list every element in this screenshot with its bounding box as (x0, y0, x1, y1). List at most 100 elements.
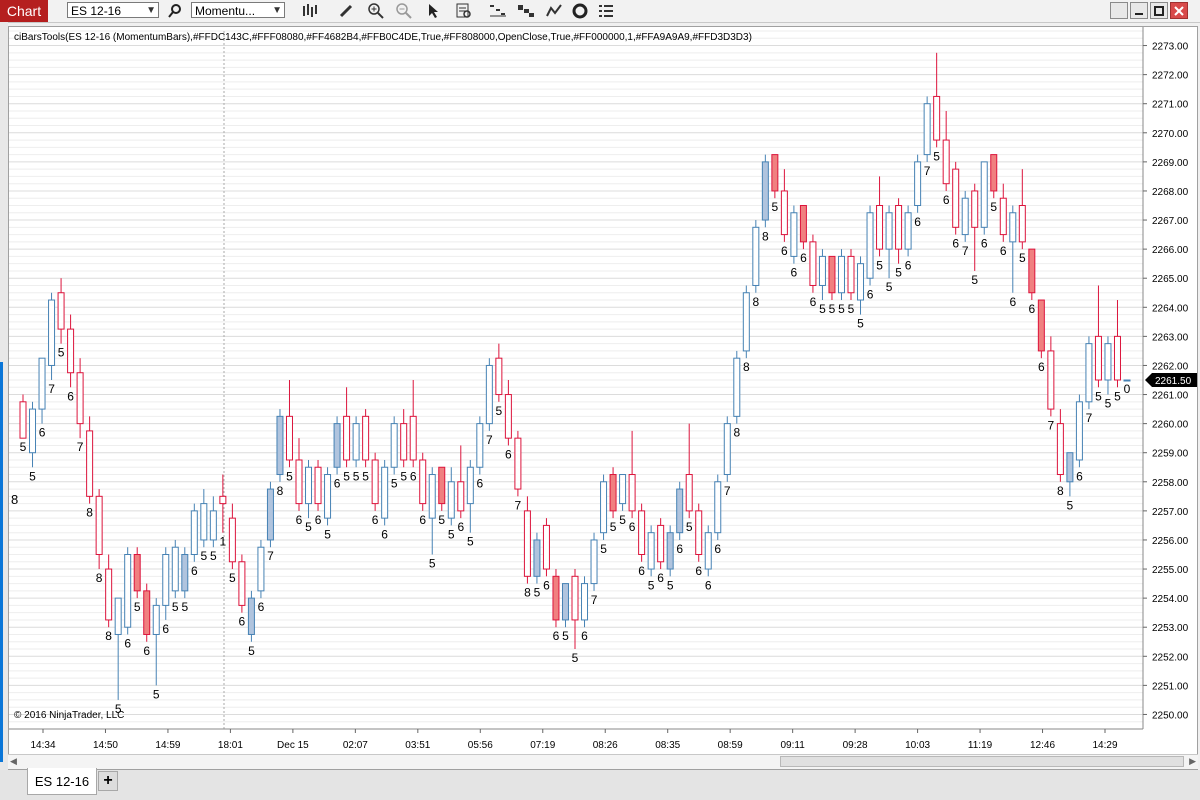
pointer-icon[interactable] (424, 1, 444, 21)
blank-window-button[interactable] (1110, 2, 1128, 19)
bar-count-label: 8 (105, 629, 112, 643)
candle-body (485, 364, 493, 425)
bar-count-label: 6 (419, 513, 426, 527)
bar-count-label: 5 (400, 469, 407, 483)
y-tick-label: 2254.00 (1152, 594, 1189, 605)
candle-body (381, 466, 389, 519)
candle-body (961, 197, 969, 236)
minimize-button[interactable] (1130, 2, 1148, 19)
candle-body (837, 255, 845, 294)
candle-body (904, 212, 912, 250)
y-tick-label: 2265.00 (1152, 274, 1189, 285)
bar-count-label: 5 (229, 571, 236, 585)
candle-body (247, 597, 255, 635)
bar-count-label: 6 (581, 629, 588, 643)
indicators-icon[interactable] (516, 1, 536, 21)
bar-count-label: 7 (924, 164, 931, 178)
y-tick-label: 2273.00 (1152, 42, 1189, 53)
pencil-icon[interactable] (336, 1, 356, 21)
maximize-button[interactable] (1150, 2, 1168, 19)
zoom-out-icon[interactable] (394, 1, 414, 21)
candle-body (76, 372, 84, 425)
candle-body (29, 408, 37, 454)
candle-body (409, 415, 417, 461)
chart-trader-icon[interactable] (544, 1, 564, 21)
chart-window-tab[interactable]: Chart (0, 0, 48, 22)
bar-type-selector[interactable]: Momentu... ▼ (191, 2, 285, 18)
y-tick-label: 2260.00 (1152, 420, 1189, 431)
y-tick-label: 2256.00 (1152, 536, 1189, 547)
bar-count-label: 5 (324, 527, 331, 541)
bar-count-label: 5 (496, 404, 503, 418)
bar-count-label: 7 (267, 549, 274, 563)
bar-count-label: 5 (1067, 498, 1074, 512)
chart-panel[interactable]: 2250.00 2251.00 2252.00 2253.00 2254.00 2255.… (8, 26, 1198, 770)
properties-icon[interactable] (570, 1, 590, 21)
candle-body (590, 539, 598, 585)
y-tick-label: 2272.00 (1152, 71, 1189, 82)
bar-count-label: 6 (638, 564, 645, 578)
bar-count-label: 6 (258, 600, 265, 614)
bar-count-label: 6 (676, 542, 683, 556)
x-tick-label: 12:46 (1030, 740, 1055, 751)
bar-count-label: 6 (162, 622, 169, 636)
bar-count-label: 5 (600, 542, 607, 556)
scroll-left-icon[interactable]: ◀ (10, 756, 17, 766)
candle-body (200, 503, 208, 541)
bar-count-label: 6 (905, 258, 912, 272)
candle-body (704, 532, 712, 570)
horizontal-scrollbar[interactable]: ◀ ▶ (8, 754, 1198, 769)
candle-body (143, 590, 151, 635)
candle-body (162, 554, 170, 606)
candle-body (895, 205, 903, 250)
instrument-list-icon[interactable] (596, 1, 616, 21)
candle-body (933, 95, 941, 141)
stray-count-label: 8 (11, 492, 19, 507)
x-tick-label: 09:28 (843, 740, 868, 751)
bar-count-label: 5 (990, 200, 997, 214)
candle-body (999, 197, 1007, 236)
strategies-icon[interactable] (488, 1, 508, 21)
close-button[interactable] (1170, 2, 1188, 19)
search-icon[interactable] (165, 1, 185, 21)
bar-count-label: 6 (629, 520, 636, 534)
bar-count-label: 5 (838, 302, 845, 316)
bar-count-label: 5 (819, 302, 826, 316)
add-tab-button[interactable]: + (98, 771, 118, 791)
bar-count-label: 6 (705, 578, 712, 592)
bar-style-icon[interactable] (300, 1, 320, 21)
y-tick-label: 2261.00 (1152, 391, 1189, 402)
y-tick-label: 2268.00 (1152, 187, 1189, 198)
candle-body (885, 212, 893, 250)
candle-body (219, 495, 227, 505)
candle-body (476, 423, 484, 468)
instrument-selector[interactable]: ES 12-16 ▼ (67, 2, 159, 18)
x-tick-label: 05:56 (468, 740, 493, 751)
bar-count-label: 5 (1114, 389, 1121, 403)
zoom-in-icon[interactable] (366, 1, 386, 21)
data-box-icon[interactable] (454, 1, 474, 21)
candle-body (771, 154, 779, 192)
candle-body (457, 481, 465, 512)
candle-body (495, 357, 503, 396)
bar-count-label: 6 (1009, 295, 1016, 309)
candle-body (742, 292, 750, 352)
bar-count-label: 6 (791, 266, 798, 280)
candle-body (362, 415, 370, 461)
bar-count-label: 6 (553, 629, 560, 643)
price-chart[interactable]: 2250.00 2251.00 2252.00 2253.00 2254.00 2255.… (9, 27, 1197, 769)
bar-count-label: 6 (315, 513, 322, 527)
tab-es-12-16[interactable]: ES 12-16 (27, 768, 97, 795)
scrollbar-thumb[interactable] (780, 756, 1184, 767)
bar-count-label: 5 (829, 302, 836, 316)
bar-count-label: 5 (29, 469, 36, 483)
x-tick-label: 02:07 (343, 740, 368, 751)
bottom-tab-bar (0, 770, 1200, 800)
candle-body (48, 299, 56, 366)
candle-body (285, 415, 293, 461)
y-tick-label: 2267.00 (1152, 216, 1189, 227)
candle-body (276, 415, 284, 476)
y-tick-label: 2264.00 (1152, 303, 1189, 314)
bar-count-label: 6 (39, 426, 46, 440)
scroll-right-icon[interactable]: ▶ (1189, 756, 1196, 766)
